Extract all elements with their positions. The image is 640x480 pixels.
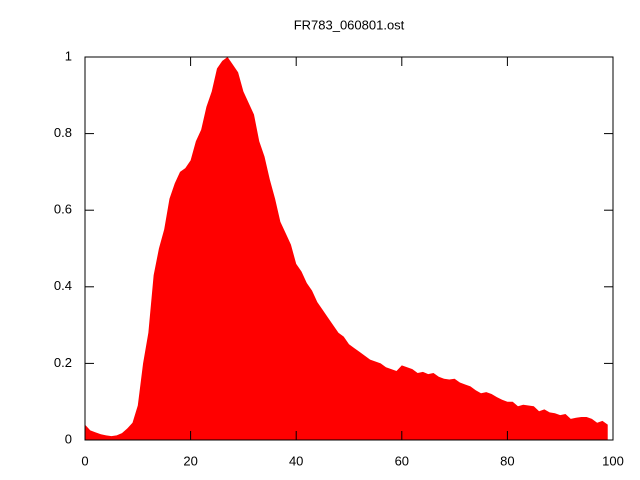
- chart-title: FR783_060801.ost: [294, 17, 405, 32]
- y-tick-label: 1: [65, 48, 72, 63]
- x-tick-label: 20: [183, 453, 197, 468]
- y-tick-label: 0.6: [54, 202, 72, 217]
- y-tick-label: 0: [65, 431, 72, 446]
- x-tick-label: 60: [395, 453, 409, 468]
- y-tick-label: 0.8: [54, 125, 72, 140]
- y-tick-label: 0.2: [54, 355, 72, 370]
- y-tick-label: 0.4: [54, 278, 72, 293]
- x-tick-label: 80: [500, 453, 514, 468]
- area: [85, 57, 608, 440]
- x-tick-label: 0: [81, 453, 88, 468]
- plot-border: [84, 56, 614, 441]
- x-tick-label: 100: [602, 453, 624, 468]
- x-tick-label: 40: [289, 453, 303, 468]
